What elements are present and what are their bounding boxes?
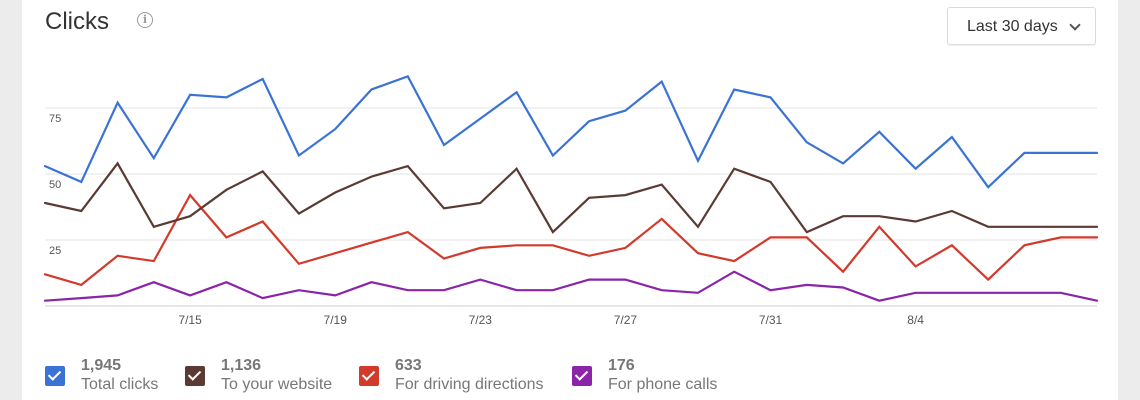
series-line-for-phone-calls <box>43 270 1099 302</box>
checkbox-icon[interactable] <box>185 366 205 386</box>
checkbox-icon[interactable] <box>45 366 65 386</box>
legend-label: Total clicks <box>81 376 159 393</box>
legend-label: For driving directions <box>395 376 544 393</box>
line-chart: 25 50 75 7/15 7/19 7/23 7/27 7/31 8/4 <box>43 74 1099 327</box>
y-tick-label: 50 <box>49 179 61 191</box>
checkbox-icon[interactable] <box>359 366 379 386</box>
clicks-card: Clicks i Last 30 days 25 50 75 7/15 7/19 7/23… <box>22 0 1118 400</box>
x-tick-label: 7/23 <box>469 313 493 327</box>
y-tick-label: 75 <box>49 113 61 125</box>
legend-label: To your website <box>221 376 333 393</box>
legend-value: 1,945 <box>81 357 122 374</box>
x-tick-label: 8/4 <box>907 313 924 327</box>
x-tick-label: 7/27 <box>614 313 638 327</box>
checkbox-icon[interactable] <box>572 366 592 386</box>
info-icon[interactable]: i <box>137 12 153 28</box>
y-tick-label: 25 <box>49 245 61 257</box>
x-tick-label: 7/31 <box>759 313 783 327</box>
series-line-for-driving-directions <box>43 193 1099 287</box>
legend-value: 1,136 <box>221 357 262 374</box>
x-tick-label: 7/19 <box>324 313 348 327</box>
date-range-label: Last 30 days <box>967 18 1058 35</box>
date-range-dropdown[interactable]: Last 30 days <box>947 7 1096 45</box>
chart-title: Clicks <box>45 8 109 35</box>
legend-value: 633 <box>395 357 422 374</box>
legend-value: 176 <box>608 357 635 374</box>
series-line-total-clicks <box>43 74 1099 189</box>
x-tick-label: 7/15 <box>178 313 202 327</box>
series-line-to-your-website <box>43 161 1099 234</box>
legend-label: For phone calls <box>608 376 718 393</box>
